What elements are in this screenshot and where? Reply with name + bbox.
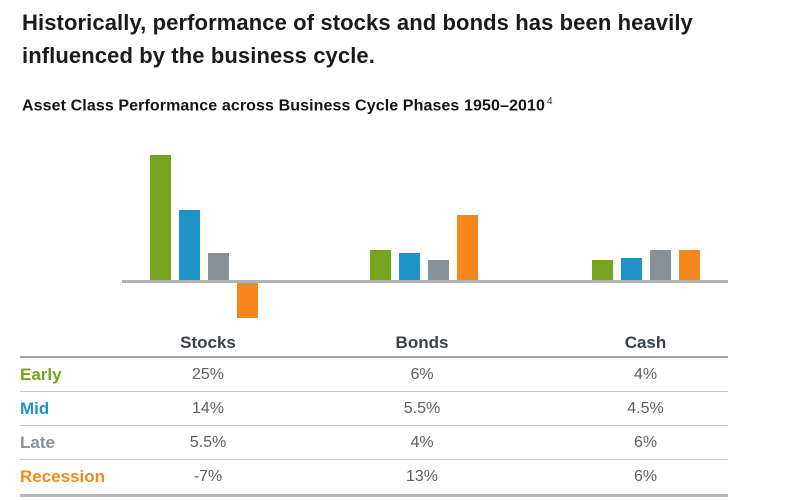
cell-mid-stocks: 14% bbox=[191, 399, 225, 417]
bar-late-stocks bbox=[208, 252, 229, 280]
bar-chart bbox=[0, 150, 800, 335]
page-title: Historically, performance of stocks and … bbox=[22, 10, 693, 68]
row-label-mid: Mid bbox=[20, 398, 50, 418]
table-row-mid: Mid 14% 5.5% 4.5% bbox=[20, 392, 728, 426]
footnote-marker: 4 bbox=[546, 96, 553, 107]
bar-mid-bonds bbox=[399, 252, 420, 280]
chart-title: Asset Class Performance across Business … bbox=[22, 96, 553, 115]
cell-late-bonds: 4% bbox=[410, 433, 434, 451]
cell-early-cash: 4% bbox=[633, 365, 658, 383]
table-row-early: Early 25% 6% 4% bbox=[20, 358, 728, 392]
bar-recession-stocks bbox=[237, 283, 258, 318]
cell-late-stocks: 5.5% bbox=[189, 433, 227, 451]
table-row-recession: Recession -7% 13% 6% bbox=[20, 460, 728, 497]
table-header-row: Stocks Bonds Cash bbox=[20, 333, 728, 358]
cell-recession-cash: 6% bbox=[633, 468, 658, 485]
cell-early-bonds: 6% bbox=[410, 365, 434, 383]
column-header-cash: Cash bbox=[624, 333, 667, 352]
column-header-stocks: Stocks bbox=[180, 333, 236, 352]
table-row-late: Late 5.5% 4% 6% bbox=[20, 426, 728, 460]
bar-recession-cash bbox=[679, 250, 700, 280]
bar-mid-cash bbox=[621, 257, 642, 280]
table-header-empty-cell bbox=[20, 353, 135, 356]
cell-mid-bonds: 5.5% bbox=[403, 399, 441, 417]
cell-recession-stocks: -7% bbox=[193, 468, 223, 485]
row-label-early: Early bbox=[20, 364, 62, 384]
bar-late-bonds bbox=[428, 260, 449, 280]
bar-early-cash bbox=[592, 260, 613, 280]
bar-late-cash bbox=[650, 250, 671, 280]
column-header-bonds: Bonds bbox=[395, 333, 449, 352]
performance-table: Stocks Bonds Cash Early 25% 6% 4% Mid 14… bbox=[20, 333, 728, 497]
cell-late-cash: 6% bbox=[633, 433, 658, 451]
x-axis-baseline bbox=[122, 280, 728, 283]
cell-early-stocks: 25% bbox=[191, 365, 225, 383]
row-label-recession: Recession bbox=[20, 467, 106, 486]
row-label-late: Late bbox=[20, 432, 55, 452]
bar-mid-stocks bbox=[179, 210, 200, 280]
bar-early-stocks bbox=[150, 155, 171, 280]
chart-title-text: Asset Class Performance across Business … bbox=[22, 97, 545, 115]
bar-recession-bonds bbox=[457, 215, 478, 280]
bar-early-bonds bbox=[370, 250, 391, 280]
cell-mid-cash: 4.5% bbox=[627, 399, 664, 417]
cell-recession-bonds: 13% bbox=[405, 468, 439, 485]
